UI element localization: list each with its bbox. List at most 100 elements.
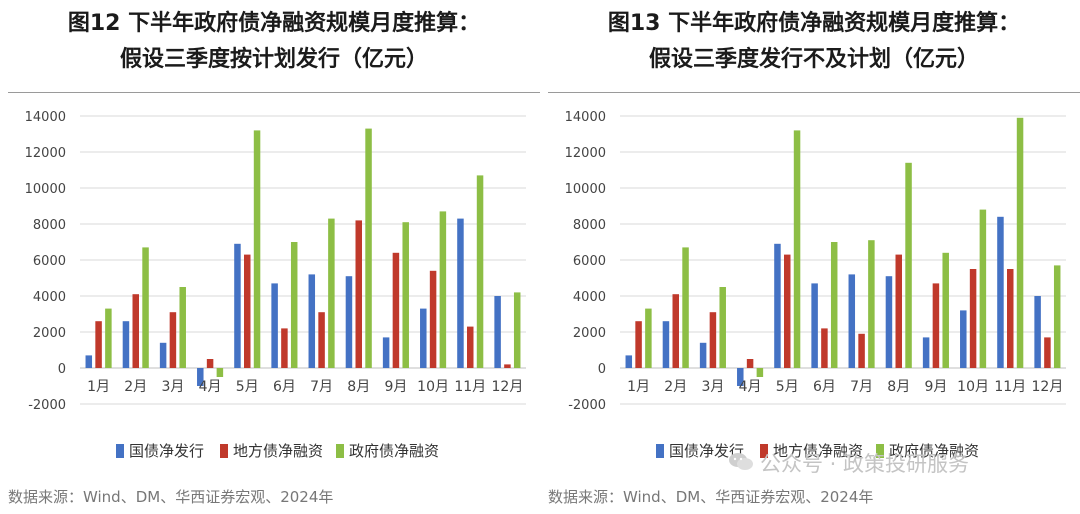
bar-2 (932, 283, 940, 368)
bar-1 (885, 276, 893, 368)
bar-1 (159, 342, 167, 368)
bar-1 (1034, 296, 1041, 368)
bar-2 (746, 359, 754, 368)
bar-2 (635, 321, 642, 368)
bar-2 (709, 312, 717, 368)
bar-2 (169, 312, 177, 368)
bar-3 (179, 287, 186, 368)
x-tick-label: 11月 (454, 379, 486, 395)
x-tick-label: 2月 (124, 379, 147, 395)
watermark-text: 公众号 · 政策投研服务 (760, 452, 970, 476)
bar-1 (85, 355, 93, 368)
x-tick-label: 11月 (994, 379, 1026, 395)
x-tick-label: 3月 (161, 379, 184, 395)
bar-1 (420, 308, 427, 368)
x-tick-label: 8月 (887, 379, 910, 395)
title-divider (8, 92, 540, 93)
x-tick-label: 5月 (776, 379, 799, 395)
chart-title-line2: 假设三季度发行不及计划（亿元） (648, 47, 979, 72)
y-tick-label: 2000 (33, 326, 66, 341)
bar-1 (662, 321, 670, 368)
bar-1 (308, 274, 316, 368)
chart-title-line2: 假设三季度按计划发行（亿元） (119, 47, 428, 72)
legend-label: 地方债净融资 (233, 442, 323, 460)
bar-3 (105, 308, 112, 368)
bar-3 (513, 292, 521, 368)
y-tick-label: 0 (58, 362, 66, 377)
bar-3 (830, 242, 838, 368)
bar-3 (439, 211, 447, 368)
bar-3 (216, 368, 224, 377)
legend-swatch (760, 444, 768, 458)
bar-1 (960, 310, 967, 368)
bar-3 (476, 175, 484, 368)
y-tick-label: 2000 (573, 326, 606, 341)
legend-swatch (876, 444, 884, 458)
bar-chart-left: -2000 0 2000 4000 6000 8000 10000 12000 14000 1月 2… (25, 110, 526, 460)
bar-chart-right: -2000 0 2000 4000 6000 8000 10000 12000 14000 1月 2… (565, 110, 1066, 460)
legend-label: 政府债净融资 (349, 442, 439, 460)
bar-2 (858, 333, 865, 368)
bar-3 (1016, 117, 1024, 368)
x-tick-label: 4月 (739, 379, 762, 395)
x-tick-label: 6月 (813, 379, 836, 395)
legend-swatch (220, 444, 228, 458)
y-tick-label: -2000 (568, 398, 606, 413)
bar-1 (848, 274, 856, 368)
bar-3 (365, 128, 372, 368)
bar-3 (793, 130, 801, 368)
bar-1 (271, 283, 278, 368)
bar-2 (969, 269, 977, 368)
legend-label: 国债净发行 (129, 442, 204, 460)
chart-panel-left: 图12 下半年政府债净融资规模月度推算： 假设三季度按计划发行（亿元） -200… (8, 0, 540, 514)
y-tick-label: 14000 (565, 110, 606, 125)
x-tick-label: 10月 (417, 379, 449, 395)
x-tick-label: 12月 (492, 379, 524, 395)
bar-2 (132, 294, 139, 368)
bar-1 (625, 355, 633, 368)
bar-2 (318, 312, 325, 368)
chart-title-line1: 图13 下半年政府债净融资规模月度推算： (607, 11, 1021, 36)
x-tick-label: 5月 (236, 379, 259, 395)
bar-2 (355, 220, 362, 368)
bar-3 (756, 368, 764, 377)
bar-1 (922, 337, 930, 368)
bar-3 (645, 308, 652, 368)
x-tick-label: 10月 (957, 379, 989, 395)
data-source-note: 数据来源：Wind、DM、华西证券宏观、2024年 (8, 488, 334, 506)
bar-1 (122, 321, 130, 368)
bar-2 (1007, 269, 1014, 368)
bar-3 (402, 222, 409, 368)
bar-2 (244, 254, 251, 368)
x-tick-label: 4月 (199, 379, 222, 395)
bar-3 (719, 287, 726, 368)
y-tick-label: 4000 (573, 290, 606, 305)
x-tick-label: 6月 (273, 379, 296, 395)
y-tick-label: 14000 (25, 110, 66, 125)
bar-1 (234, 243, 241, 368)
bar-3 (253, 130, 261, 368)
bar-2 (672, 294, 679, 368)
x-tick-label: 9月 (384, 379, 407, 395)
wechat-icon (729, 453, 753, 470)
bar-1 (494, 296, 501, 368)
legend-label: 政府债净融资 (889, 442, 979, 460)
y-tick-label: 8000 (33, 218, 66, 233)
y-tick-label: 10000 (565, 182, 606, 197)
y-tick-label: 12000 (25, 146, 66, 161)
bar-1 (197, 368, 204, 386)
bar-1 (382, 337, 390, 368)
legend-label: 国债净发行 (669, 442, 744, 460)
bar-2 (821, 328, 828, 368)
bar-3 (682, 247, 689, 368)
bar-1 (774, 243, 781, 368)
bar-3 (905, 162, 912, 368)
bar-3 (1053, 265, 1061, 368)
x-tick-label: 7月 (310, 379, 333, 395)
y-tick-label: 8000 (573, 218, 606, 233)
bar-1 (345, 276, 353, 368)
bar-2 (429, 270, 437, 368)
bar-2 (392, 252, 400, 368)
y-tick-label: -2000 (28, 398, 66, 413)
y-tick-label: 6000 (573, 254, 606, 269)
